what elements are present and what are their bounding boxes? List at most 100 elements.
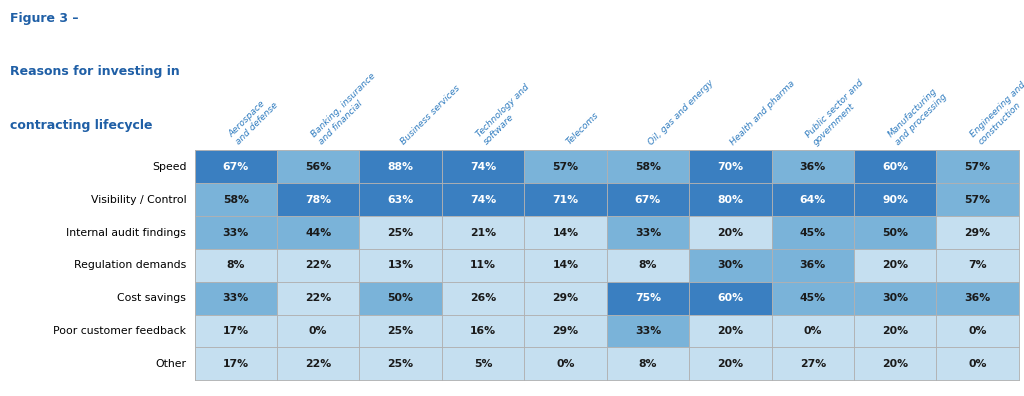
Text: Telecoms: Telecoms: [564, 110, 600, 147]
Text: 45%: 45%: [800, 228, 826, 238]
Text: 90%: 90%: [883, 195, 908, 205]
Bar: [854, 282, 936, 314]
Text: 44%: 44%: [305, 228, 332, 238]
Bar: [524, 347, 606, 380]
Text: 0%: 0%: [969, 359, 987, 369]
Bar: [276, 150, 359, 183]
Bar: [689, 314, 772, 347]
Bar: [606, 150, 689, 183]
Bar: [771, 249, 854, 282]
Text: 74%: 74%: [470, 162, 497, 172]
Text: 16%: 16%: [470, 326, 497, 336]
Text: 7%: 7%: [969, 260, 987, 270]
Bar: [936, 150, 1019, 183]
Bar: [606, 183, 689, 216]
Text: 58%: 58%: [635, 162, 660, 172]
Text: 14%: 14%: [552, 228, 579, 238]
Text: Technology and
software: Technology and software: [474, 83, 539, 147]
Bar: [606, 314, 689, 347]
Bar: [442, 249, 524, 282]
Bar: [854, 216, 936, 249]
Bar: [936, 216, 1019, 249]
Text: 11%: 11%: [470, 260, 496, 270]
Text: 33%: 33%: [222, 293, 249, 303]
Bar: [524, 314, 606, 347]
Bar: [195, 347, 276, 380]
Text: 78%: 78%: [305, 195, 332, 205]
Bar: [936, 314, 1019, 347]
Bar: [359, 183, 442, 216]
Bar: [276, 249, 359, 282]
Text: 36%: 36%: [800, 260, 826, 270]
Text: 0%: 0%: [804, 326, 822, 336]
Text: 20%: 20%: [717, 359, 743, 369]
Text: 30%: 30%: [882, 293, 908, 303]
Text: 50%: 50%: [883, 228, 908, 238]
Bar: [276, 347, 359, 380]
Text: 67%: 67%: [222, 162, 249, 172]
Text: 13%: 13%: [387, 260, 414, 270]
Text: 0%: 0%: [309, 326, 328, 336]
Bar: [936, 249, 1019, 282]
Bar: [195, 150, 276, 183]
Text: 57%: 57%: [552, 162, 579, 172]
Text: 75%: 75%: [635, 293, 662, 303]
Bar: [442, 282, 524, 314]
Bar: [771, 282, 854, 314]
Text: 33%: 33%: [635, 326, 662, 336]
Text: 29%: 29%: [552, 293, 579, 303]
Bar: [359, 282, 442, 314]
Bar: [359, 314, 442, 347]
Text: 26%: 26%: [470, 293, 497, 303]
Bar: [606, 282, 689, 314]
Text: 33%: 33%: [635, 228, 662, 238]
Bar: [359, 216, 442, 249]
Bar: [276, 314, 359, 347]
Bar: [771, 150, 854, 183]
Bar: [936, 183, 1019, 216]
Text: Public sector and
government: Public sector and government: [804, 78, 872, 147]
Bar: [689, 249, 772, 282]
Text: 67%: 67%: [635, 195, 662, 205]
Text: 8%: 8%: [639, 359, 657, 369]
Text: Business services: Business services: [399, 84, 462, 147]
Text: 45%: 45%: [800, 293, 826, 303]
Bar: [359, 347, 442, 380]
Text: Oil, gas and energy: Oil, gas and energy: [647, 78, 716, 147]
Text: 57%: 57%: [965, 195, 991, 205]
Text: 25%: 25%: [387, 359, 414, 369]
Bar: [442, 150, 524, 183]
Text: Speed: Speed: [152, 162, 186, 172]
Bar: [524, 249, 606, 282]
Text: 17%: 17%: [222, 326, 249, 336]
Text: 57%: 57%: [965, 162, 991, 172]
Text: 8%: 8%: [639, 260, 657, 270]
Bar: [854, 347, 936, 380]
Text: 64%: 64%: [800, 195, 826, 205]
Text: Figure 3 –: Figure 3 –: [10, 12, 79, 25]
Text: 36%: 36%: [965, 293, 991, 303]
Bar: [606, 347, 689, 380]
Text: Health and pharma: Health and pharma: [729, 78, 797, 147]
Text: 63%: 63%: [387, 195, 414, 205]
Bar: [195, 282, 276, 314]
Text: 20%: 20%: [882, 260, 908, 270]
Bar: [689, 282, 772, 314]
Bar: [689, 216, 772, 249]
Text: 8%: 8%: [226, 260, 245, 270]
Text: 20%: 20%: [882, 326, 908, 336]
Text: 56%: 56%: [305, 162, 332, 172]
Bar: [936, 347, 1019, 380]
Bar: [524, 150, 606, 183]
Text: 80%: 80%: [718, 195, 743, 205]
Bar: [359, 150, 442, 183]
Bar: [195, 216, 276, 249]
Text: 0%: 0%: [556, 359, 574, 369]
Text: 22%: 22%: [305, 260, 332, 270]
Text: 70%: 70%: [717, 162, 743, 172]
Text: Other: Other: [156, 359, 186, 369]
Bar: [689, 347, 772, 380]
Text: Visibility / Control: Visibility / Control: [91, 195, 186, 205]
Text: 20%: 20%: [717, 228, 743, 238]
Text: 58%: 58%: [223, 195, 249, 205]
